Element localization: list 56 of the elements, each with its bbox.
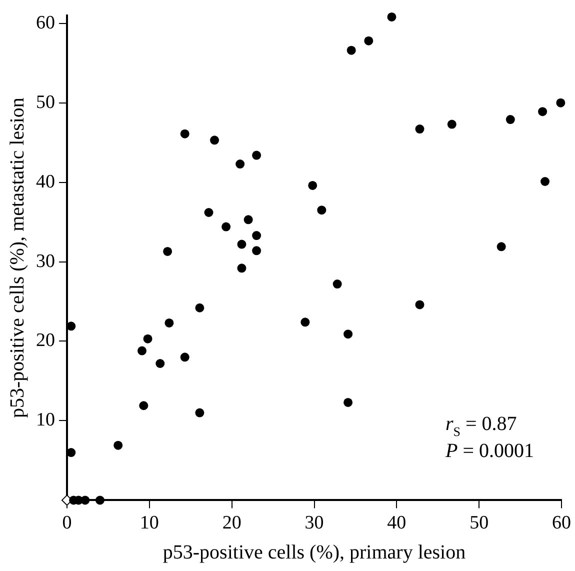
point [252, 231, 262, 240]
point [237, 240, 246, 249]
point [540, 177, 550, 186]
point [387, 12, 396, 22]
point [237, 264, 246, 273]
point [556, 98, 566, 108]
y-tick-label: 40 [36, 171, 55, 192]
point [138, 346, 146, 356]
point [364, 36, 374, 46]
point [80, 496, 90, 505]
point [222, 222, 231, 232]
point [346, 46, 356, 55]
point [415, 300, 424, 310]
y-tick-label: 30 [36, 250, 55, 272]
point [236, 160, 245, 169]
x-tick-label: 10 [140, 512, 159, 534]
point [156, 359, 165, 368]
point [164, 318, 174, 328]
x-tick-label: 20 [222, 512, 242, 534]
x-tick-label: 60 [552, 512, 571, 534]
point [244, 215, 253, 224]
point [180, 352, 190, 362]
point [195, 303, 204, 312]
y-tick-label: 50 [36, 92, 55, 113]
point [308, 180, 318, 190]
y-tick-label: 20 [36, 330, 55, 352]
point [332, 280, 342, 289]
point [114, 440, 123, 450]
x-tick-label: 30 [304, 512, 324, 534]
point [204, 208, 214, 217]
point [506, 115, 515, 124]
point [496, 242, 506, 252]
point [317, 206, 326, 215]
x-tick-label: 0 [62, 512, 72, 534]
point [252, 246, 262, 256]
x-tick-label: 40 [387, 512, 406, 534]
y-tick-label: 60 [36, 12, 55, 34]
point [163, 246, 172, 256]
point [415, 124, 424, 134]
point [252, 150, 262, 160]
point [344, 330, 353, 339]
point [143, 334, 152, 344]
point [447, 120, 456, 129]
y-tick-label: 10 [36, 410, 55, 431]
y-axis-title: p53-positive cells (%), metastatic lesion [6, 98, 28, 418]
point [139, 401, 148, 410]
x-axis-title: p53-positive cells (%), primary lesion [162, 541, 466, 564]
point [300, 318, 310, 327]
annotation: P = 0.0001 [444, 440, 534, 462]
point [538, 107, 548, 116]
point [180, 129, 190, 138]
x-tick-label: 50 [470, 512, 489, 534]
point [210, 136, 220, 145]
point [95, 496, 104, 505]
point [195, 408, 204, 418]
point [344, 398, 353, 407]
